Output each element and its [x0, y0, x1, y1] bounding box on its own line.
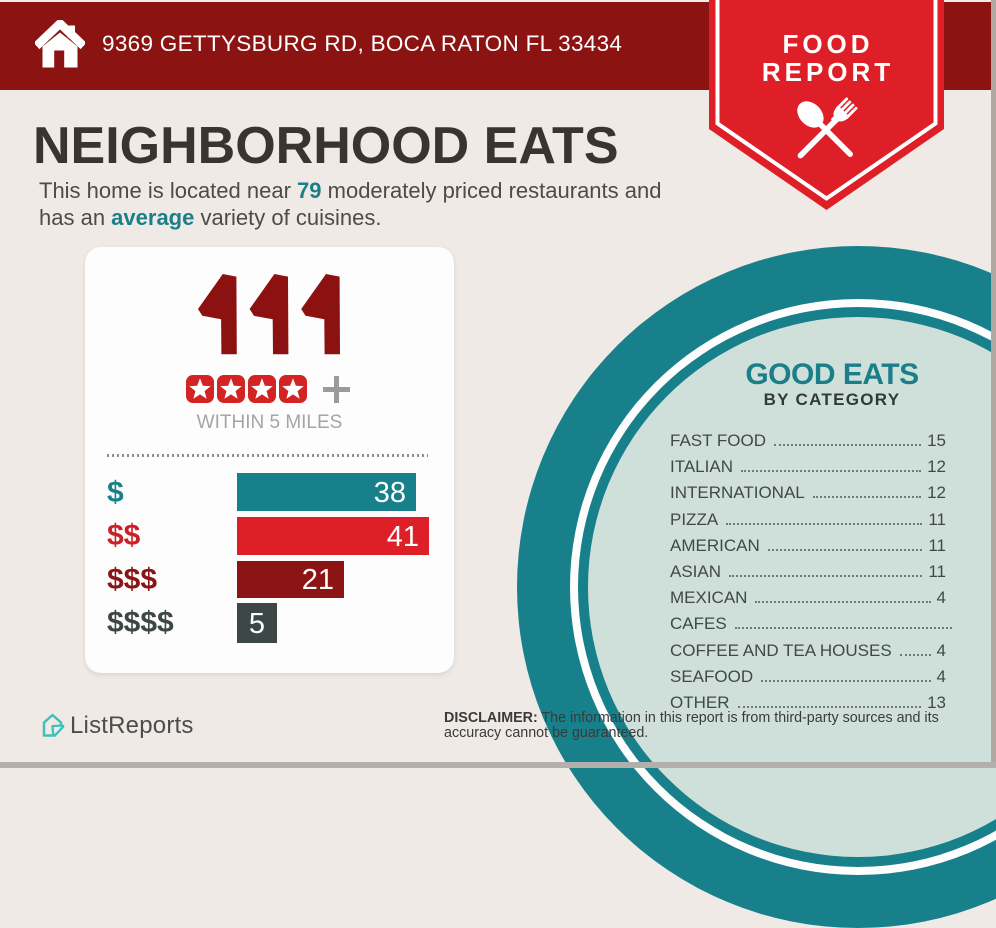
svg-text:FOOD: FOOD [782, 29, 873, 59]
svg-text:REPORT: REPORT [762, 57, 894, 87]
